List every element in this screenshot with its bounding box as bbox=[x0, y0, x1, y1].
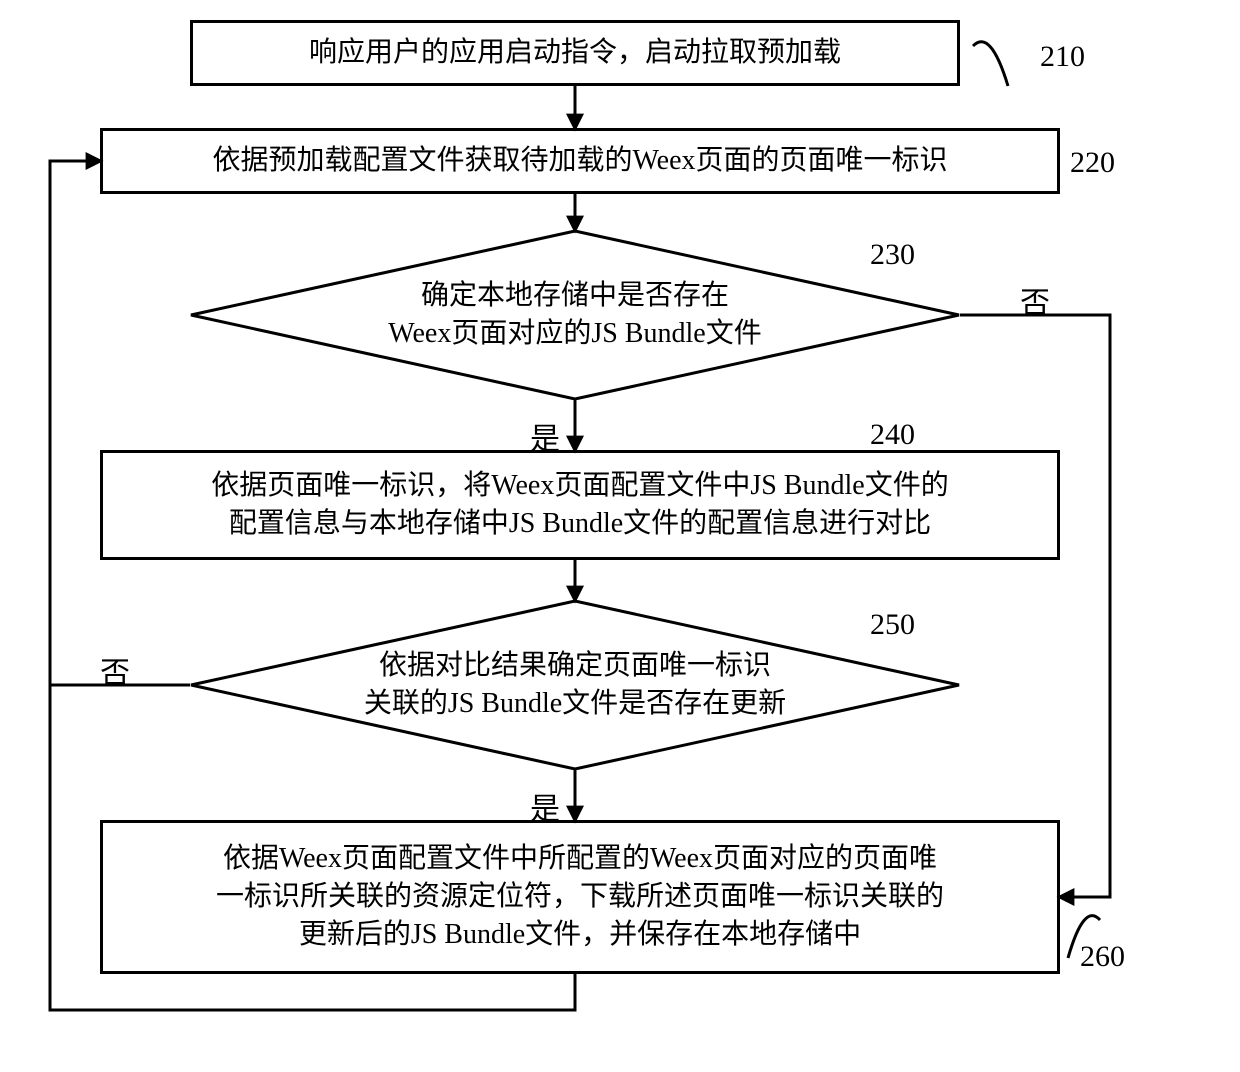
step-number-230: 230 bbox=[870, 238, 915, 272]
flow-node-text: 响应用户的应用启动指令，启动拉取预加载 bbox=[309, 34, 841, 72]
edge-label-no: 否 bbox=[100, 648, 130, 692]
flow-decision-text: 依据对比结果确定页面唯一标识 关联的JS Bundle文件是否存在更新 bbox=[190, 600, 960, 770]
step-number-240: 240 bbox=[870, 418, 915, 452]
flow-node-n260: 依据Weex页面配置文件中所配置的Weex页面对应的页面唯 一标识所关联的资源定… bbox=[100, 820, 1060, 974]
flow-node-n220: 依据预加载配置文件获取待加载的Weex页面的页面唯一标识 bbox=[100, 128, 1060, 194]
step-number-250: 250 bbox=[870, 608, 915, 642]
step-number-210: 210 bbox=[1040, 40, 1085, 74]
edge-label-yes: 是 bbox=[530, 784, 560, 828]
step-number-260: 260 bbox=[1080, 940, 1125, 974]
flow-node-text: 依据页面唯一标识，将Weex页面配置文件中JS Bundle文件的 配置信息与本… bbox=[211, 467, 948, 543]
step-number-220: 220 bbox=[1070, 146, 1115, 180]
flow-decision-n230: 确定本地存储中是否存在 Weex页面对应的JS Bundle文件 bbox=[190, 230, 960, 400]
flowchart-canvas: 响应用户的应用启动指令，启动拉取预加载 210 依据预加载配置文件获取待加载的Wee… bbox=[0, 0, 1240, 1072]
edge-label-no: 否 bbox=[1020, 278, 1050, 322]
flow-decision-text: 确定本地存储中是否存在 Weex页面对应的JS Bundle文件 bbox=[190, 230, 960, 400]
flow-node-n210: 响应用户的应用启动指令，启动拉取预加载 bbox=[190, 20, 960, 86]
flow-node-text: 依据预加载配置文件获取待加载的Weex页面的页面唯一标识 bbox=[212, 142, 947, 180]
edge-label-yes: 是 bbox=[530, 414, 560, 458]
flow-node-n240: 依据页面唯一标识，将Weex页面配置文件中JS Bundle文件的 配置信息与本… bbox=[100, 450, 1060, 560]
flow-decision-n250: 依据对比结果确定页面唯一标识 关联的JS Bundle文件是否存在更新 bbox=[190, 600, 960, 770]
flow-node-text: 依据Weex页面配置文件中所配置的Weex页面对应的页面唯 一标识所关联的资源定… bbox=[216, 840, 944, 953]
